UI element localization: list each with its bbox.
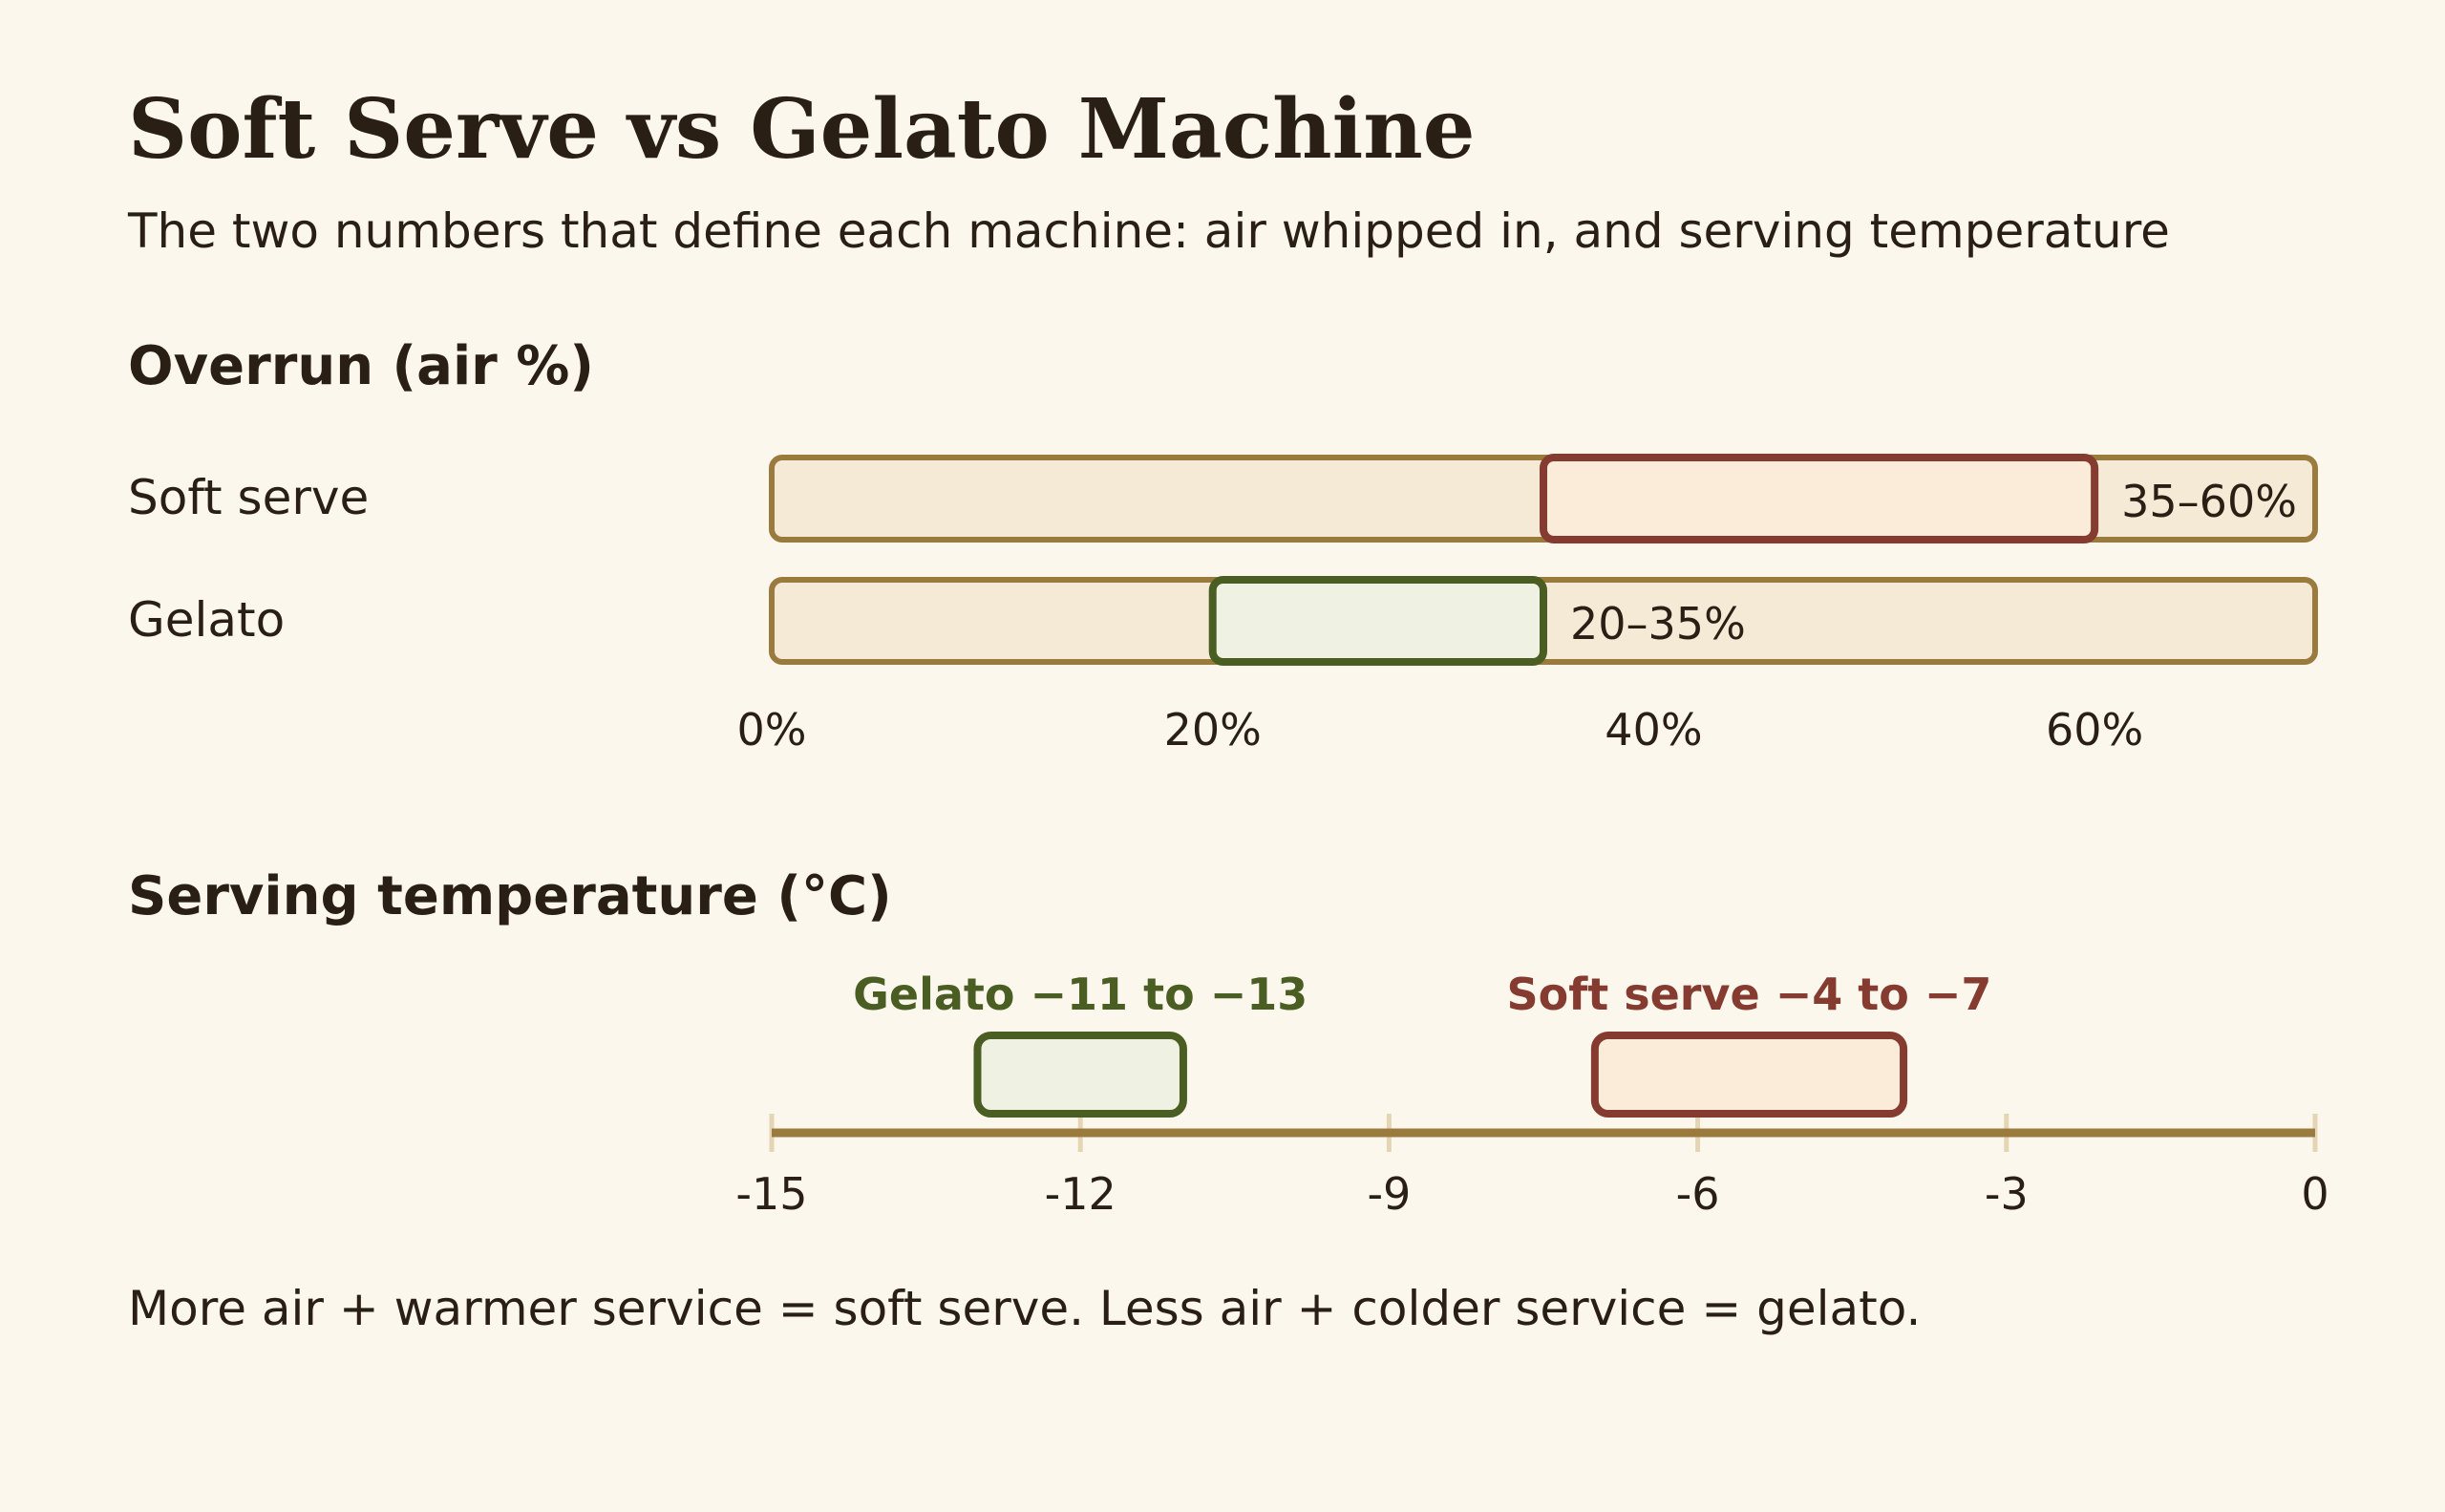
- temperature-tick-label: -3: [1985, 1168, 2029, 1220]
- overrun-data-label: 20–35%: [1570, 598, 1746, 650]
- temperature-tick-label: -15: [735, 1168, 807, 1220]
- temperature-tick-label: -12: [1045, 1168, 1116, 1220]
- temperature-panel-title: Serving temperature (°C): [128, 865, 892, 927]
- temperature-tick-label: 0: [2301, 1168, 2328, 1220]
- overrun-panel-title: Overrun (air %): [128, 335, 594, 397]
- footer-note: More air + warmer service = soft serve. …: [128, 1281, 1921, 1336]
- overrun-bar-gelato: [1208, 576, 1547, 666]
- overrun-tick-label: 20%: [1164, 704, 1262, 756]
- overrun-category-label: Soft serve: [128, 470, 369, 525]
- overrun-category-label: Gelato: [128, 592, 285, 648]
- temperature-tick-label: -9: [1367, 1168, 1411, 1220]
- overrun-data-label: 35–60%: [2121, 476, 2297, 527]
- overrun-plot: 35–60% 20–35% 0% 20% 40% 60%: [737, 454, 2318, 756]
- overrun-bar-soft-serve: [1540, 454, 2099, 543]
- overrun-tick-label: 0%: [737, 704, 807, 756]
- overrun-tick-label: 60%: [2046, 704, 2143, 756]
- chart-title: Soft Serve vs Gelato Machine: [128, 81, 1476, 178]
- temperature-data-label: Gelato −11 to −13: [853, 969, 1308, 1020]
- chart-subtitle: The two numbers that define each machine…: [127, 203, 2170, 259]
- temperature-bar-soft-serve: [1590, 1032, 1908, 1118]
- temperature-bar-gelato: [973, 1032, 1187, 1118]
- temperature-tick-label: -6: [1676, 1168, 1720, 1220]
- temperature-data-label: Soft serve −4 to −7: [1506, 969, 1991, 1020]
- overrun-tick-label: 40%: [1605, 704, 1702, 756]
- temperature-plot: Gelato −11 to −13 Soft serve −4 to −7 -15 -…: [735, 969, 2328, 1220]
